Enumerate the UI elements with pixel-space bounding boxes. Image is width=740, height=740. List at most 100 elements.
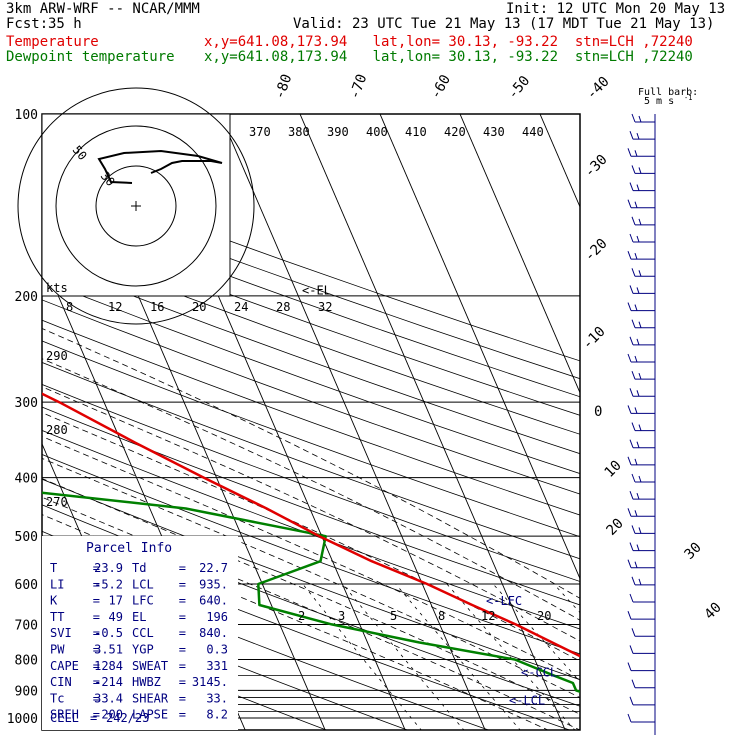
dewpoint-legend-label: Dewpoint temperature: [6, 49, 175, 65]
parcel-value: 49: [109, 610, 123, 624]
isotherm-label: 0: [594, 404, 602, 420]
init-time: Init: 12 UTC Mon 20 May 13: [506, 1, 726, 17]
pressure-tick-label: 600: [15, 578, 38, 593]
hodograph-knot-label: 16: [150, 300, 164, 314]
hodograph-knot-label: 24: [234, 300, 248, 314]
wind-barb-flag: [636, 492, 640, 500]
parcel-equals: =: [93, 708, 100, 722]
wind-barb-flag: [634, 510, 638, 517]
isotherm-label: -40: [584, 74, 613, 103]
wind-barb-flag: [634, 304, 638, 311]
parcel-value: 23.9: [94, 561, 123, 575]
wind-barb-flag: [631, 525, 636, 534]
isotherm-line: [595, 55, 740, 730]
wind-barb-flag: [631, 370, 636, 380]
dry-adiabat-line: [42, 241, 580, 435]
level-marker-lfc: <-LFC: [486, 594, 522, 608]
wind-barb-flag: [634, 201, 638, 208]
parcel-value: 3.51: [94, 643, 123, 657]
isotherm-label: 20: [604, 516, 627, 539]
isotherm-label: -10: [580, 324, 609, 353]
parcel-key: YGP: [132, 643, 154, 657]
moist-adiabat-line: [42, 457, 580, 699]
wind-barb-flag: [627, 353, 632, 363]
parcel-key: EL: [132, 610, 146, 624]
isotherm-line: [459, 114, 580, 394]
wind-barb-flag: [631, 679, 636, 688]
isotherm-label: -50: [505, 73, 534, 103]
barb-legend-superscript: -1: [684, 94, 692, 102]
theta-low-label: 280: [46, 423, 68, 437]
level-marker-el: <-EL: [302, 284, 331, 298]
parcel-key: T: [50, 561, 57, 575]
dry-adiabat-line: [42, 586, 409, 730]
isotherm-label: -20: [582, 236, 611, 265]
parcel-value: 935.: [199, 577, 228, 591]
wind-barb-flag: [631, 268, 636, 277]
wind-barb-flag: [629, 593, 634, 603]
parcel-info-box: [42, 536, 238, 730]
wind-barb-flag: [638, 270, 642, 277]
wind-barb-flag: [629, 439, 634, 448]
wind-barb-flag: [636, 235, 640, 243]
parcel-value: 17: [109, 594, 123, 608]
parcel-value: 840.: [199, 626, 228, 640]
pressure-tick-label: 800: [15, 653, 38, 668]
parcel-equals: =: [179, 708, 186, 722]
parcel-equals: =: [90, 711, 97, 725]
wind-barb-flag: [627, 662, 632, 671]
dry-adiabat-line: [42, 187, 580, 380]
isotherm-line: [539, 114, 580, 209]
parcel-value: -214: [94, 675, 123, 689]
isotherm-label: -80: [272, 72, 296, 101]
parcel-key: LAPSE: [132, 708, 168, 722]
isotherm-label: 40: [702, 600, 725, 623]
parcel-equals: =: [179, 675, 186, 689]
hodograph-knot-label: 28: [276, 300, 290, 314]
dry-adiabat-line: [42, 319, 580, 516]
barb-legend-title: Full barb:: [638, 87, 698, 98]
wind-barb-flag: [627, 713, 632, 723]
theta-label: 440: [522, 125, 544, 139]
parcel-value: 3145.: [192, 675, 228, 689]
wind-barb-flag: [638, 167, 642, 174]
parcel-key: CAPE: [50, 659, 79, 673]
temperature-legend-label: Temperature: [6, 34, 99, 50]
isotherm-line: [299, 114, 566, 730]
wind-barb-flag: [629, 696, 634, 706]
parcel-value: 196: [206, 610, 228, 624]
wind-barb-flag: [631, 216, 636, 226]
parcel-equals: =: [93, 626, 100, 640]
wind-barb-flag: [627, 456, 632, 466]
pressure-tick-label: 1000: [7, 712, 38, 727]
pressure-tick-label: 100: [15, 108, 38, 123]
theta-low-label: 290: [46, 349, 68, 363]
wind-barb-flag: [627, 199, 632, 208]
mixing-ratio-label: 2: [298, 609, 305, 623]
dry-adiabat-line: [42, 260, 580, 455]
parcel-value: 33.: [206, 691, 228, 705]
wind-barb-flag: [627, 302, 632, 311]
wind-barb-flag: [631, 165, 636, 174]
forecast-hour: 35 h: [48, 16, 82, 32]
wind-barb-flag: [627, 405, 632, 414]
wind-barb-flag: [638, 578, 642, 586]
parcel-key: LFC: [132, 594, 154, 608]
theta-label: 420: [444, 125, 466, 139]
parcel-key: K: [50, 594, 58, 608]
dewpoint-location: x,y=641.08,173.94 lat,lon= 30.13, -93.22…: [204, 49, 693, 65]
wind-barb-flag: [631, 628, 636, 637]
isotherm-line: [379, 114, 580, 580]
dry-adiabat-line: [42, 299, 580, 495]
moist-adiabat-line: [42, 496, 580, 730]
wind-barb-flag: [634, 355, 638, 363]
theta-label: 430: [483, 125, 505, 139]
isotherm-label: 30: [682, 540, 705, 563]
temperature-location: x,y=641.08,173.94 lat,lon= 30.13, -93.22…: [204, 34, 693, 50]
parcel-value: 0.3: [206, 643, 228, 657]
parcel-value: 1284: [94, 659, 123, 673]
wind-barb-flag: [627, 610, 632, 620]
wind-barb-flag: [629, 130, 634, 140]
wind-barb-flag: [627, 559, 632, 568]
parcel-key: TT: [50, 610, 64, 624]
